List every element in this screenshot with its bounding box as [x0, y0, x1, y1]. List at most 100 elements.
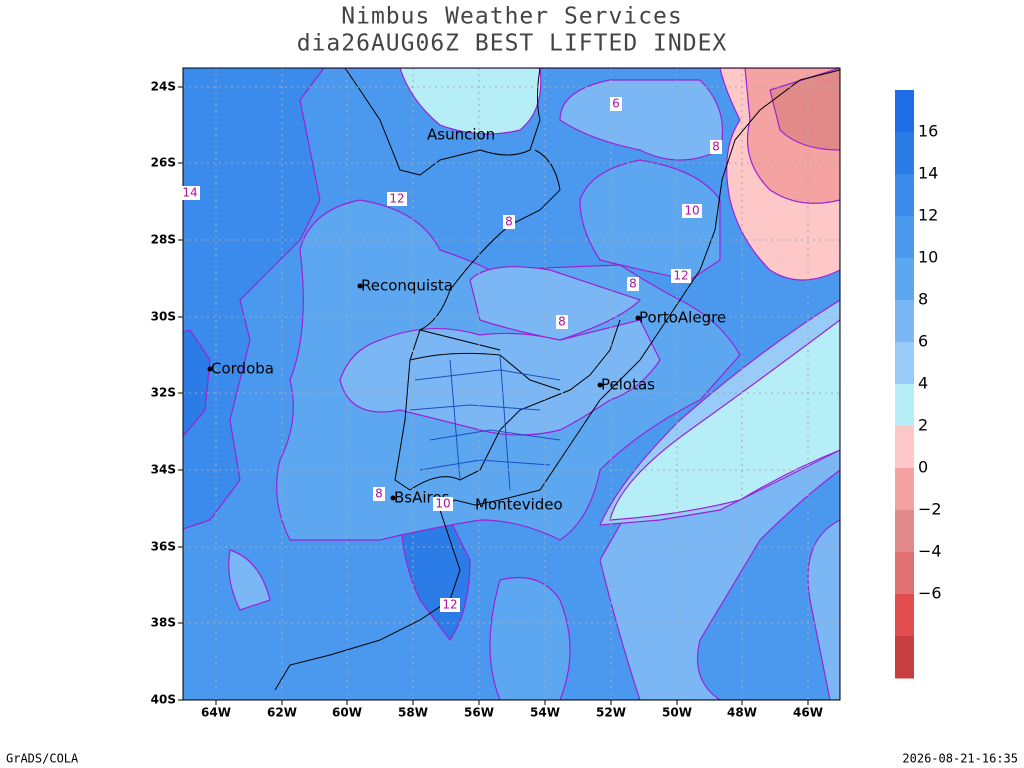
subtitle: dia26AUG06Z BEST LIFTED INDEX	[297, 31, 728, 57]
state-border	[449, 359, 461, 481]
contour-label-box	[627, 277, 639, 291]
x-tick-label: 50W	[662, 706, 692, 720]
contour-label: 12	[673, 269, 688, 283]
plot-frame	[182, 67, 841, 701]
colorbar-label: 16	[918, 122, 938, 141]
contour-label: 12	[389, 192, 404, 206]
contour-label-box	[682, 204, 702, 218]
city-marker	[207, 366, 213, 372]
colorbar-box	[895, 300, 914, 343]
colorbar-box	[895, 342, 914, 385]
colorbar-box	[895, 90, 914, 133]
x-tick-label: 54W	[530, 706, 560, 720]
colorbar-label: −2	[918, 500, 942, 519]
contour-fill	[489, 576, 571, 700]
colorbar-box	[895, 258, 914, 301]
x-tick-label: 56W	[464, 706, 494, 720]
contour-label: 8	[375, 487, 383, 501]
colorbar-box	[895, 510, 914, 553]
border	[344, 68, 541, 176]
colorbar-label: 12	[918, 206, 938, 225]
city-label: Reconquista	[361, 277, 453, 295]
contour-label-box	[387, 192, 407, 206]
contour-label: 8	[629, 277, 637, 291]
colorbar-label: 4	[918, 374, 928, 393]
contour-fill	[183, 68, 325, 530]
colorbar-label: 0	[918, 458, 928, 477]
contour-label-box	[440, 598, 460, 612]
city-marker	[635, 315, 641, 321]
city-marker	[390, 495, 396, 501]
contour-fill	[579, 159, 721, 281]
state-border	[409, 404, 541, 411]
contour-label-box	[610, 97, 622, 111]
colorbar-box	[895, 384, 914, 427]
city-marker	[597, 382, 603, 388]
y-tick-label: 24S	[151, 80, 176, 94]
city-label: Montevideo	[475, 496, 563, 514]
contour-label: 8	[505, 215, 513, 229]
colorbar-label: 6	[918, 332, 928, 351]
x-tick-label: 58W	[398, 706, 428, 720]
colorbar-box	[895, 426, 914, 469]
contour-fill	[228, 549, 271, 611]
contour-fill	[183, 329, 211, 438]
y-tick-label: 30S	[151, 310, 176, 324]
contour-label: 10	[435, 497, 450, 511]
y-tick-label: 32S	[151, 386, 176, 400]
colorbar-label: 2	[918, 416, 928, 435]
colorbar-label: 14	[918, 164, 938, 183]
contour-label: 10	[684, 204, 699, 218]
footer-right: 2026-08-21-16:35	[902, 752, 1018, 766]
y-tick-label: 40S	[151, 693, 176, 707]
x-tick-label: 52W	[596, 706, 626, 720]
contour-label-box	[180, 186, 200, 200]
x-tick-label: 46W	[793, 706, 823, 720]
contour-label: 8	[712, 140, 720, 154]
border	[274, 69, 840, 691]
state-border	[429, 429, 561, 441]
title: Nimbus Weather Services	[341, 4, 683, 30]
y-tick-label: 26S	[151, 156, 176, 170]
city-label: Cordoba	[211, 360, 274, 378]
plot-area: 64W 62W 60W 58W 56W 54W 52W 50W 48W 46W 24S 26S 28S 3…	[151, 67, 841, 720]
border	[419, 329, 501, 351]
colorbar-box	[895, 594, 914, 637]
state-border	[414, 369, 561, 381]
contour-fill	[469, 266, 642, 341]
contour-label-box	[373, 487, 385, 501]
colorbar-box	[895, 174, 914, 217]
city-label: Asuncion	[427, 126, 495, 144]
footer-left: GrADS/COLA	[6, 752, 79, 766]
x-tick-label: 62W	[267, 706, 297, 720]
city-marker	[357, 283, 363, 289]
x-tick-label: 48W	[727, 706, 757, 720]
fields	[183, 68, 840, 700]
contour-label: 14	[182, 186, 197, 200]
y-tick-label: 36S	[151, 540, 176, 554]
contour-label: 8	[558, 315, 566, 329]
contour-label-box	[503, 215, 515, 229]
state-border	[419, 459, 551, 471]
border	[394, 149, 561, 491]
colorbar-box	[895, 468, 914, 511]
contour-label-box	[710, 140, 722, 154]
y-tick-label: 38S	[151, 616, 176, 630]
x-tick-label: 64W	[201, 706, 231, 720]
contour-label-box	[671, 269, 691, 283]
colorbar-box	[895, 132, 914, 175]
state-border	[499, 354, 511, 491]
colorbar-label: 8	[918, 290, 928, 309]
contour-fill	[339, 319, 661, 436]
colorbar-box	[895, 552, 914, 595]
colorbar-box	[895, 216, 914, 259]
x-tick-label: 60W	[332, 706, 362, 720]
contour-label-box	[556, 315, 568, 329]
colorbar-label: 10	[918, 248, 938, 267]
city-label: Pelotas	[601, 376, 655, 394]
contour-label: 12	[442, 598, 457, 612]
colorbar-box	[895, 636, 914, 679]
colorbar-label: −4	[918, 542, 942, 561]
contour-label-box	[433, 497, 453, 511]
